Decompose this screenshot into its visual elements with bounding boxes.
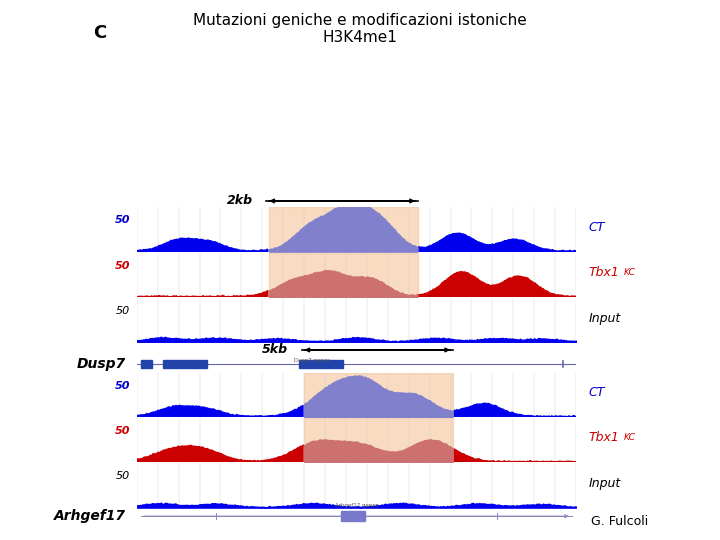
Text: 2kb: 2kb xyxy=(227,194,253,207)
Bar xyxy=(304,418,453,462)
Text: G. Fulcoli: G. Fulcoli xyxy=(590,515,648,528)
Bar xyxy=(341,511,365,521)
Text: Dusp7 genes: Dusp7 genes xyxy=(294,357,330,362)
Text: Arhgef17: Arhgef17 xyxy=(54,509,126,523)
Text: 50: 50 xyxy=(114,261,130,271)
Text: 50: 50 xyxy=(114,381,130,390)
Bar xyxy=(141,360,152,368)
Text: Input: Input xyxy=(589,312,621,325)
Text: Input: Input xyxy=(589,477,621,490)
Text: Tbx1: Tbx1 xyxy=(589,266,620,279)
Text: 50: 50 xyxy=(114,426,130,436)
Text: 50: 50 xyxy=(116,471,130,481)
Text: KC: KC xyxy=(624,268,635,277)
Bar xyxy=(304,373,453,417)
Bar xyxy=(269,253,418,297)
Text: C: C xyxy=(94,24,107,42)
Text: CT: CT xyxy=(589,221,606,234)
Bar xyxy=(163,360,207,368)
Text: Tbx1: Tbx1 xyxy=(589,431,620,444)
Text: Dusp7: Dusp7 xyxy=(77,357,126,371)
Bar xyxy=(269,207,418,252)
Text: Arhgef17 genes: Arhgef17 genes xyxy=(335,503,378,508)
Text: H3K4me1: H3K4me1 xyxy=(323,30,397,45)
Text: 5kb: 5kb xyxy=(262,343,288,356)
Text: CT: CT xyxy=(589,386,606,399)
Text: 50: 50 xyxy=(116,306,130,316)
Text: 50: 50 xyxy=(114,215,130,225)
Text: Mutazioni geniche e modificazioni istoniche: Mutazioni geniche e modificazioni istoni… xyxy=(193,14,527,29)
Bar xyxy=(300,360,343,368)
Text: KC: KC xyxy=(624,434,635,442)
